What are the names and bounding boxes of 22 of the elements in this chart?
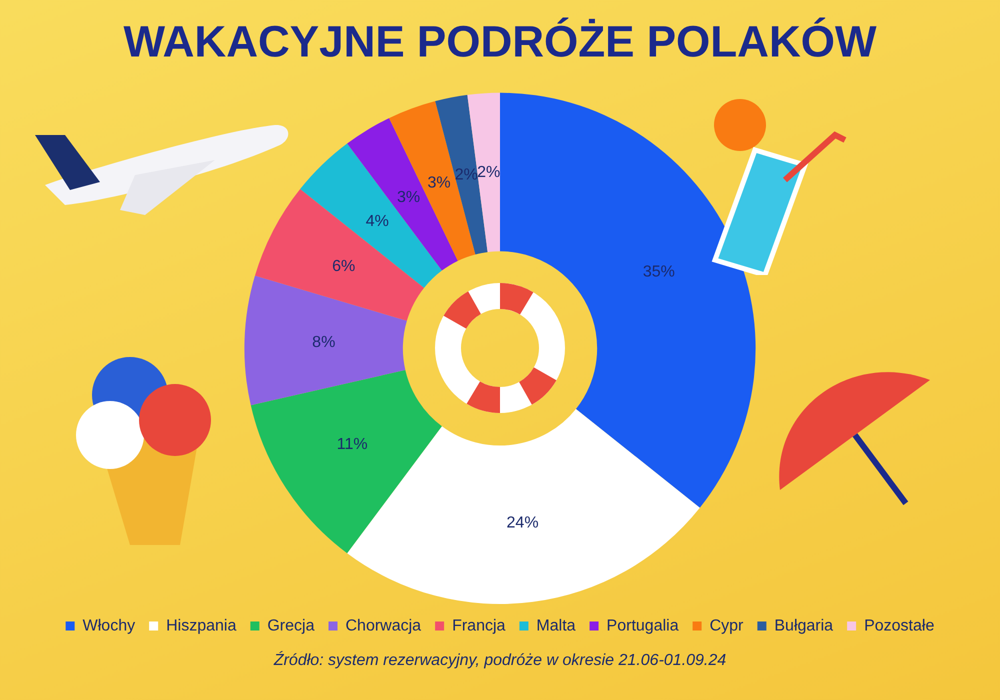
- legend-label: Włochy: [82, 617, 136, 634]
- data-label: 3%: [428, 174, 451, 192]
- data-label: 2%: [454, 166, 478, 184]
- data-label: 4%: [366, 213, 389, 230]
- legend-label: Grecja: [267, 617, 315, 634]
- legend-label: Bułgaria: [774, 617, 834, 634]
- data-label: 11%: [336, 436, 368, 454]
- chart-title: WAKACYJNE PODRÓŻE POLAKÓW: [124, 18, 877, 67]
- legend-label: Francja: [452, 617, 506, 634]
- data-label: 3%: [397, 188, 420, 206]
- legend-label: Cypr: [710, 617, 744, 634]
- data-label: 6%: [332, 258, 356, 276]
- data-label: 8%: [312, 334, 336, 352]
- data-label: 35%: [642, 263, 675, 280]
- legend-label: Portugalia: [606, 617, 679, 634]
- data-label: 2%: [477, 164, 500, 181]
- legend-label: Chorwacja: [345, 617, 422, 634]
- data-label: 24%: [506, 514, 539, 532]
- legend-label: Malta: [536, 617, 576, 634]
- text: Źródło: system rezerwacyjny, podróże w okresie 21.06-01.09.24: [272, 652, 728, 670]
- legend-label: Hiszpania: [166, 617, 236, 634]
- legend-label: Pozostałe: [864, 617, 934, 634]
